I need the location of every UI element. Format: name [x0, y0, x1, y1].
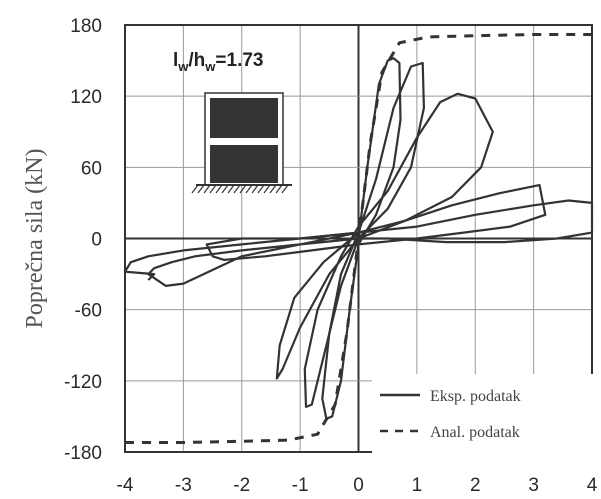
series-anal-line	[125, 33, 592, 444]
hatch-stroke	[251, 184, 259, 194]
series-exp-loop-5	[123, 231, 359, 281]
anno-sub2: w	[204, 59, 216, 74]
hatch-stroke	[221, 184, 229, 194]
data-layer	[123, 33, 594, 444]
hatch-stroke	[245, 184, 253, 194]
x-tick-label: 4	[587, 475, 598, 496]
y-tick-label: 120	[70, 87, 102, 108]
series-exp-loop-3	[205, 184, 547, 261]
hatch-stroke	[203, 184, 211, 194]
y-tick-label: -60	[75, 301, 102, 322]
y-tick-label: 0	[91, 230, 102, 251]
x-tick-label: 3	[528, 475, 539, 496]
x-tick-labels: -4 -3 -2 -1 0 1 2 3 4	[117, 475, 598, 496]
aspect-ratio-annotation: lw/hw=1.73	[173, 50, 264, 74]
hatch-stroke	[275, 184, 283, 194]
y-tick-label: -120	[64, 372, 102, 393]
hatch-stroke	[263, 184, 271, 194]
legend-label-exp: Eksp. podatak	[430, 388, 521, 405]
hatch-stroke	[239, 184, 247, 194]
y-tick-labels: 180 120 60 0 -60 -120 -180	[64, 16, 102, 464]
anno-sub1: w	[177, 59, 189, 74]
hatch-stroke	[281, 184, 289, 194]
x-tick-label: 1	[412, 475, 423, 496]
hatch-stroke	[209, 184, 217, 194]
series-exp-loop-2	[275, 92, 494, 380]
plot-frame	[124, 24, 593, 453]
y-axis-label: Poprečna sila (kN)	[22, 149, 48, 329]
hatch-stroke	[197, 184, 205, 194]
y-tick-label: 180	[70, 16, 102, 37]
x-tick-label: -3	[175, 475, 192, 496]
hatch-stroke	[269, 184, 277, 194]
legend: Eksp. podatak Anal. podatak	[372, 374, 595, 454]
hatch-stroke	[233, 184, 241, 194]
x-tick-label: -1	[292, 475, 309, 496]
y-tick-label: -180	[64, 443, 102, 464]
hatch-stroke	[215, 184, 223, 194]
anno-suffix: =1.73	[215, 50, 263, 71]
hatch-stroke	[227, 184, 235, 194]
wall-specimen-icon	[191, 92, 292, 194]
x-tick-label: 2	[470, 475, 481, 496]
anno-prefix: l	[173, 50, 178, 71]
anno-mid: /h	[188, 50, 205, 71]
hatch-stroke	[257, 184, 265, 194]
ground-hatch	[191, 184, 289, 194]
x-tick-label: -4	[117, 475, 134, 496]
y-tick-label: 60	[81, 158, 102, 179]
x-tick-label: 0	[353, 475, 364, 496]
x-tick-label: -2	[233, 475, 250, 496]
legend-label-anal: Anal. podatak	[430, 424, 520, 441]
hatch-stroke	[191, 184, 199, 194]
